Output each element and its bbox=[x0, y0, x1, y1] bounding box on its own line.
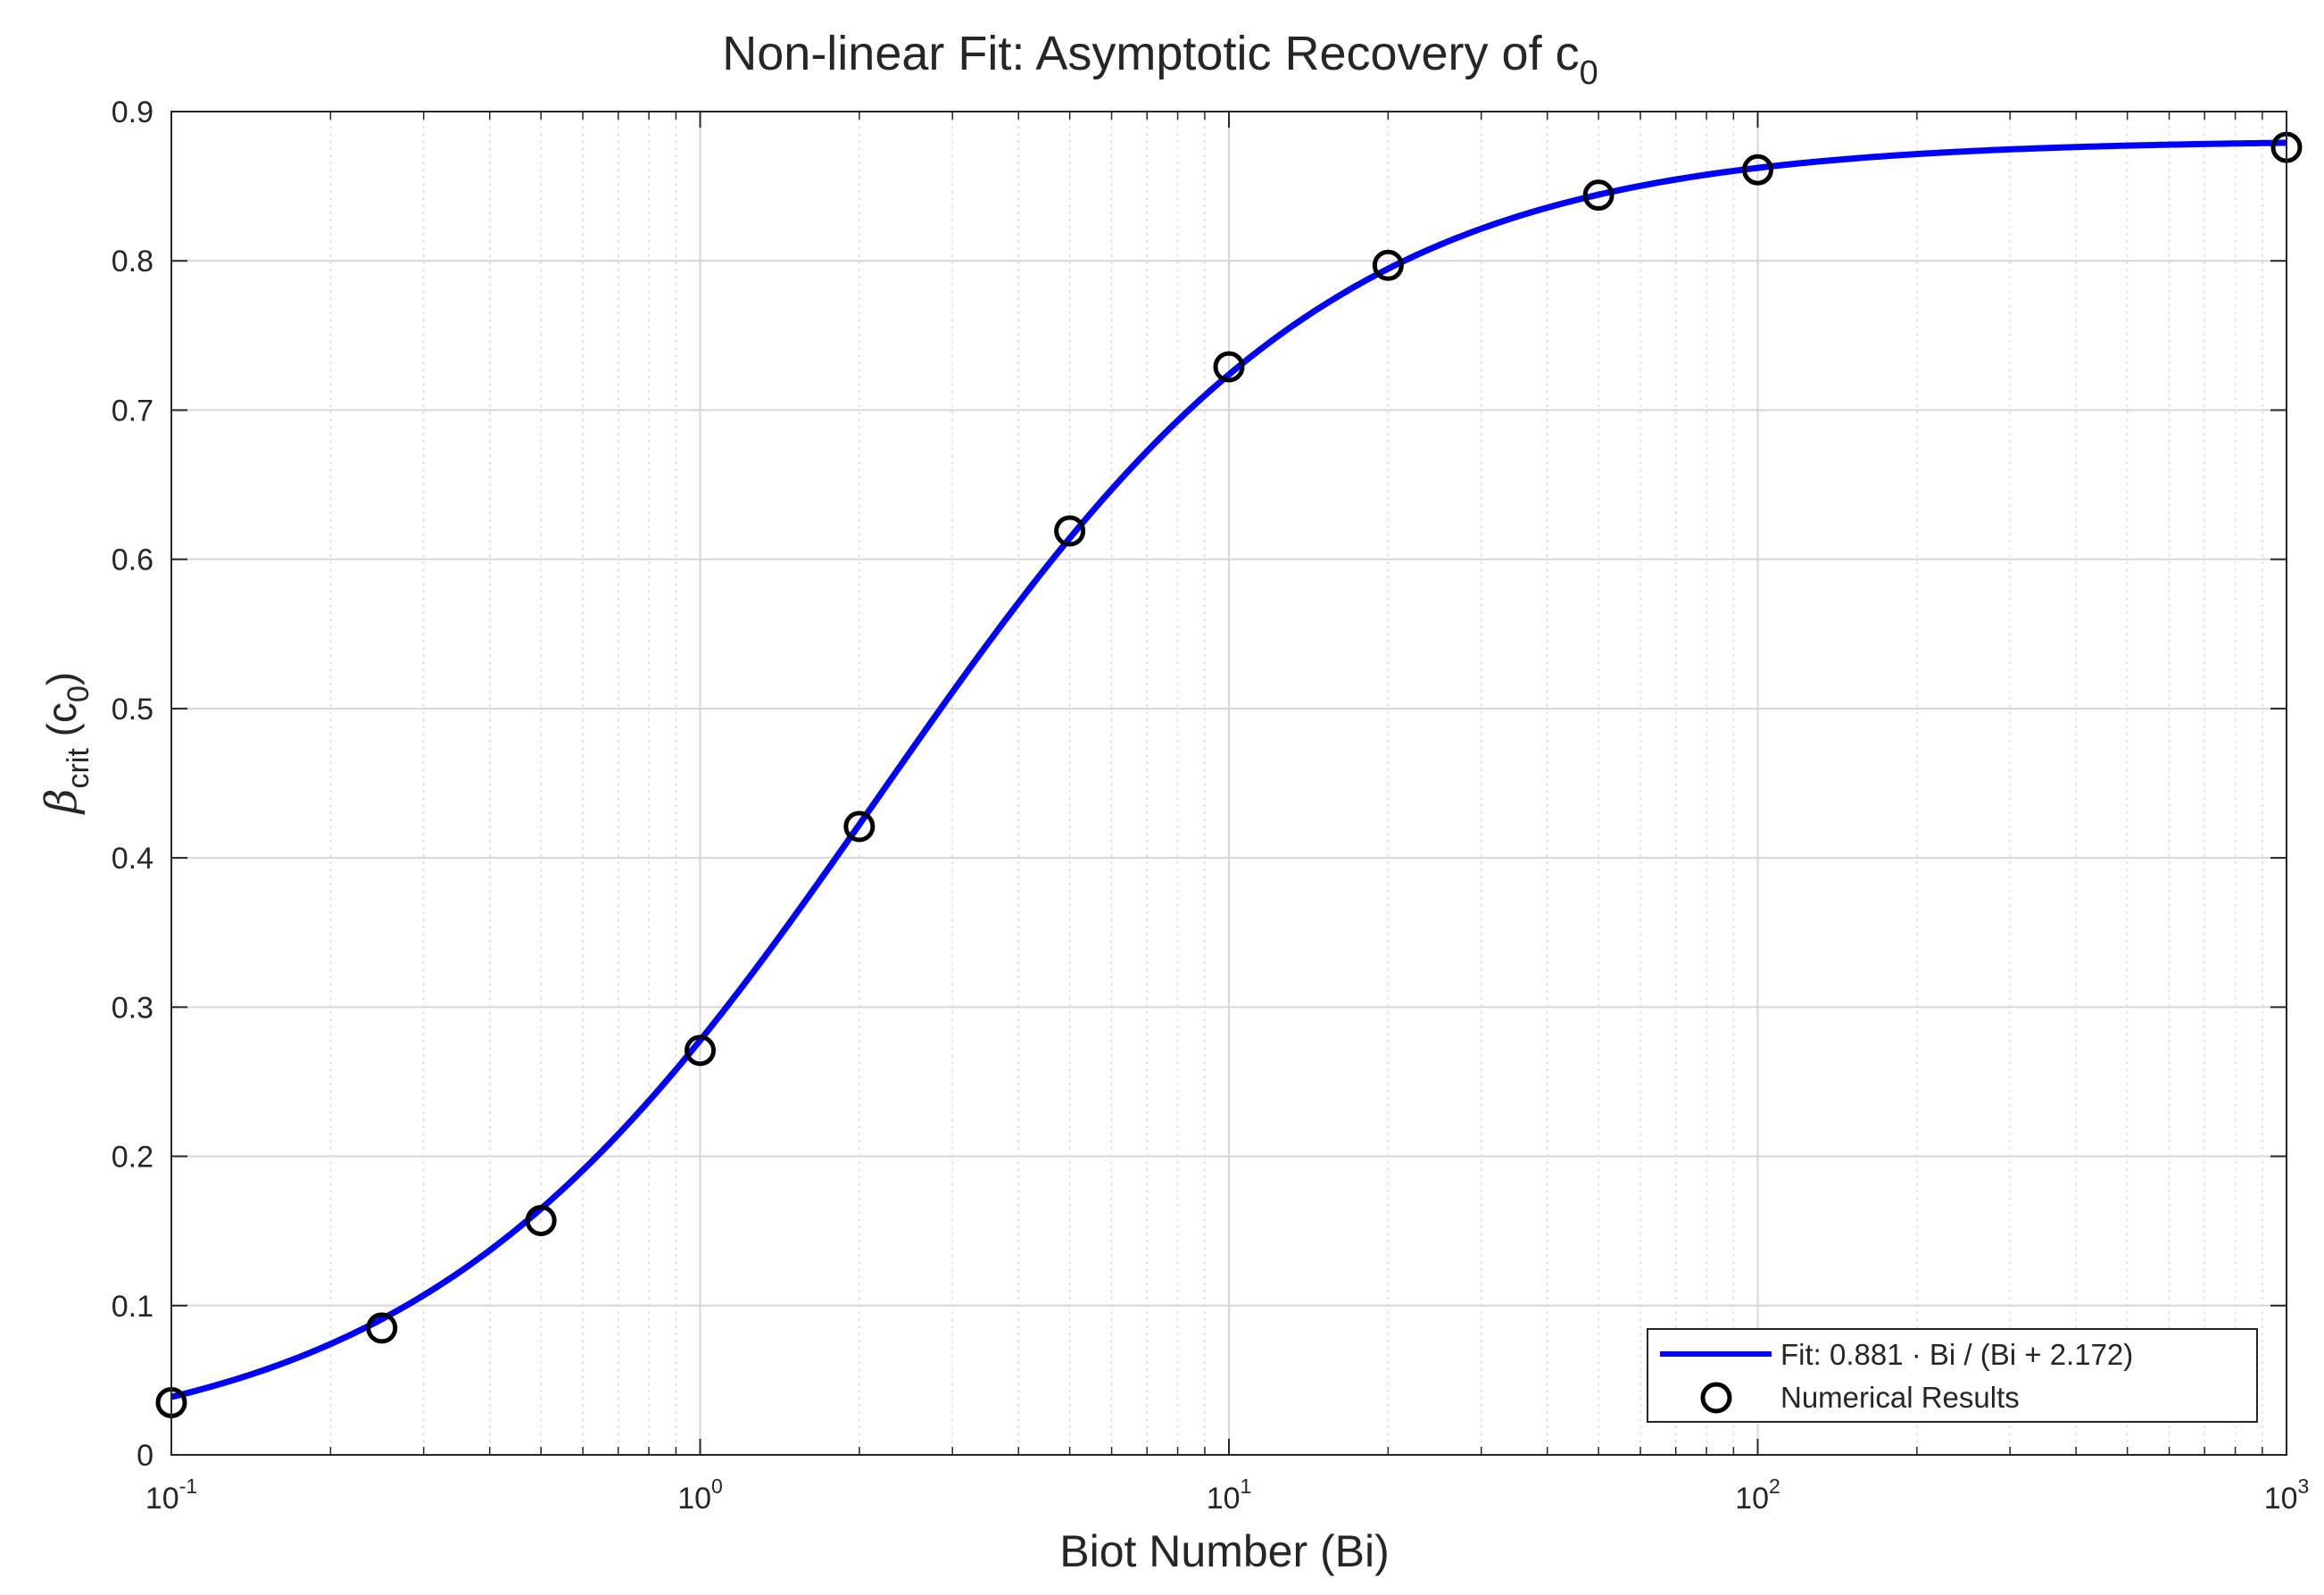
y-tick-label: 0.2 bbox=[112, 1141, 154, 1175]
chart-title: Non-linear Fit: Asymptotic Recovery of c… bbox=[722, 27, 1598, 92]
y-axis-label: βcrit (c0) bbox=[37, 672, 95, 815]
y-axis-label-subscript: crit bbox=[62, 748, 95, 789]
y-tick-label: 0.5 bbox=[112, 693, 154, 727]
y-tick-label: 0.7 bbox=[112, 394, 154, 428]
legend-scatter-label: Numerical Results bbox=[1780, 1381, 2020, 1414]
x-tick-label-exponent: 1 bbox=[1241, 1475, 1252, 1498]
y-tick-labels: 0 0.1 0.2 0.3 0.4 0.5 0.6 0.7 0.8 0.9 bbox=[112, 96, 154, 1473]
x-tick-label: 103 bbox=[2264, 1475, 2310, 1516]
y-tick-label: 0.9 bbox=[112, 96, 154, 129]
legend-box bbox=[1647, 1328, 2258, 1423]
y-axis-label-rest-subscript: 0 bbox=[62, 685, 95, 702]
numerical-result-point bbox=[366, 1312, 398, 1344]
x-axis-label: Biot Number (Bi) bbox=[1059, 1526, 1390, 1576]
axes-box bbox=[170, 111, 2287, 1456]
x-tick-label-base: 10 bbox=[677, 1482, 711, 1516]
numerical-result-point bbox=[843, 810, 876, 843]
x-tick-label-exponent: 2 bbox=[1769, 1475, 1780, 1498]
y-tick-label: 0.4 bbox=[112, 842, 154, 876]
svg-text:Non-linear Fit: Asymptotic Rec: Non-linear Fit: Asymptotic Recovery of c… bbox=[722, 27, 1598, 92]
y-tick-label: 0.1 bbox=[112, 1290, 154, 1324]
x-tick-label-exponent: 0 bbox=[711, 1475, 723, 1498]
y-tick-label: 0.8 bbox=[112, 245, 154, 278]
x-tick-label-exponent: -1 bbox=[179, 1475, 197, 1498]
legend-marker-sample bbox=[1700, 1382, 1732, 1414]
numerical-result-point bbox=[1213, 351, 1245, 383]
x-tick-label: 100 bbox=[677, 1475, 723, 1516]
x-tick-labels: 10-1 100 101 102 103 bbox=[145, 1475, 2309, 1516]
numerical-result-point bbox=[685, 1034, 716, 1067]
numerical-result-point bbox=[1742, 154, 1773, 186]
y-axis-label-rest: (c bbox=[38, 702, 85, 748]
x-tick-label-base: 10 bbox=[1207, 1482, 1241, 1516]
y-axis-label-close: ) bbox=[38, 672, 85, 685]
chart-title-main: Non-linear Fit: Asymptotic Recovery of c bbox=[722, 27, 1579, 80]
numerical-result-point bbox=[525, 1204, 557, 1236]
x-tick-label: 10-1 bbox=[145, 1475, 197, 1516]
y-tick-label: 0 bbox=[137, 1439, 154, 1473]
y-tick-label: 0.3 bbox=[112, 991, 154, 1025]
legend-fit-label: Fit: 0.881 · Bi / (Bi + 2.172) bbox=[1780, 1338, 2133, 1371]
x-tick-label-base: 10 bbox=[1735, 1482, 1769, 1516]
x-tick-label-base: 10 bbox=[2264, 1482, 2298, 1516]
x-tick-label: 101 bbox=[1207, 1475, 1252, 1516]
x-tick-label: 102 bbox=[1735, 1475, 1780, 1516]
fit-curve bbox=[170, 139, 2287, 1400]
numerical-result-point bbox=[1372, 249, 1404, 281]
y-tick-label: 0.6 bbox=[112, 544, 154, 577]
numerical-result-point bbox=[1054, 515, 1086, 547]
svg-text:βcrit (c0): βcrit (c0) bbox=[37, 672, 95, 815]
x-tick-label-exponent: 3 bbox=[2298, 1475, 2310, 1498]
chart-title-subscript: 0 bbox=[1580, 54, 1598, 92]
grid-layer bbox=[170, 111, 2287, 1456]
legend: Fit: 0.881 · Bi / (Bi + 2.172) Numerical… bbox=[1647, 1328, 2258, 1423]
numerical-result-point bbox=[1582, 179, 1614, 212]
y-axis-label-symbol: β bbox=[37, 788, 87, 815]
x-tick-label-base: 10 bbox=[145, 1482, 179, 1516]
